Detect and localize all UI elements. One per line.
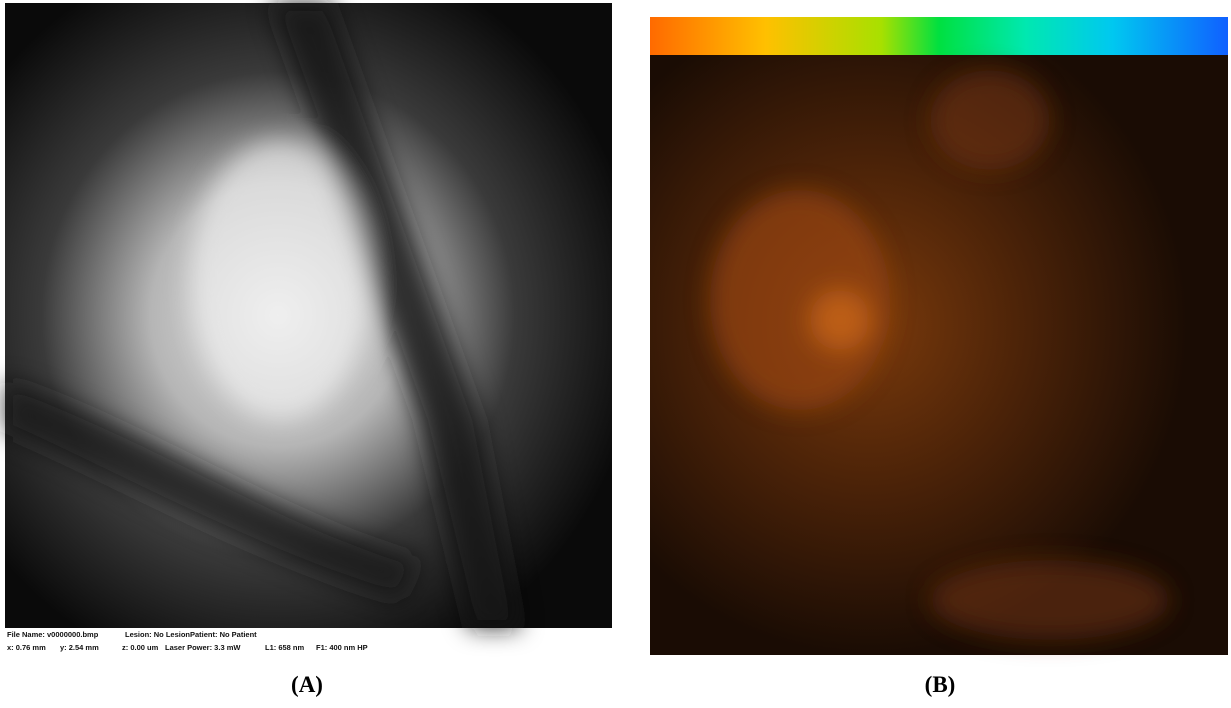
status-text: F1: 400 nm HP: [316, 643, 368, 652]
status-text: Lesion: No Lesion: [125, 630, 190, 639]
status-text: x: 0.76 mm: [7, 643, 46, 652]
status-text: z: 0.00 um: [122, 643, 159, 652]
panel-b-image: [650, 17, 1228, 655]
panel-label: (A): [291, 672, 323, 697]
panel-label: (B): [925, 672, 956, 697]
status-bar: File Name: v0000000.bmp Lesion: No Lesio…: [7, 630, 368, 652]
status-text: y: 2.54 mm: [60, 643, 99, 652]
status-text: Laser Power: 3.3 mW: [165, 643, 241, 652]
panel-a-image: [5, 3, 612, 628]
status-text: L1: 658 nm: [265, 643, 305, 652]
status-text: File Name: v0000000.bmp: [7, 630, 99, 639]
figure: File Name: v0000000.bmp Lesion: No Lesio…: [0, 0, 1231, 708]
color-bar: [650, 17, 1228, 55]
status-text: Patient: No Patient: [190, 630, 257, 639]
